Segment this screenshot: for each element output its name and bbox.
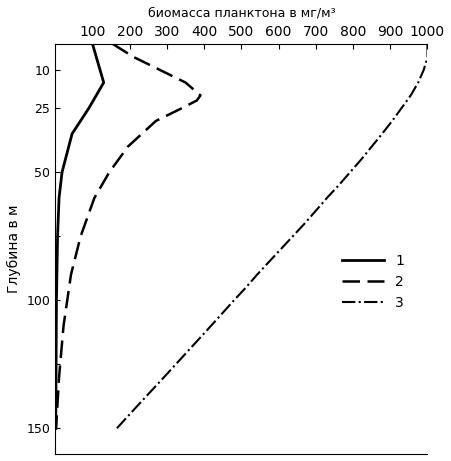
Title: биомасса планктона в мг/м³: биомасса планктона в мг/м³ <box>147 7 335 20</box>
Y-axis label: Глубина в м: Глубина в м <box>7 205 21 293</box>
Legend: 1, 2, 3: 1, 2, 3 <box>336 248 409 315</box>
